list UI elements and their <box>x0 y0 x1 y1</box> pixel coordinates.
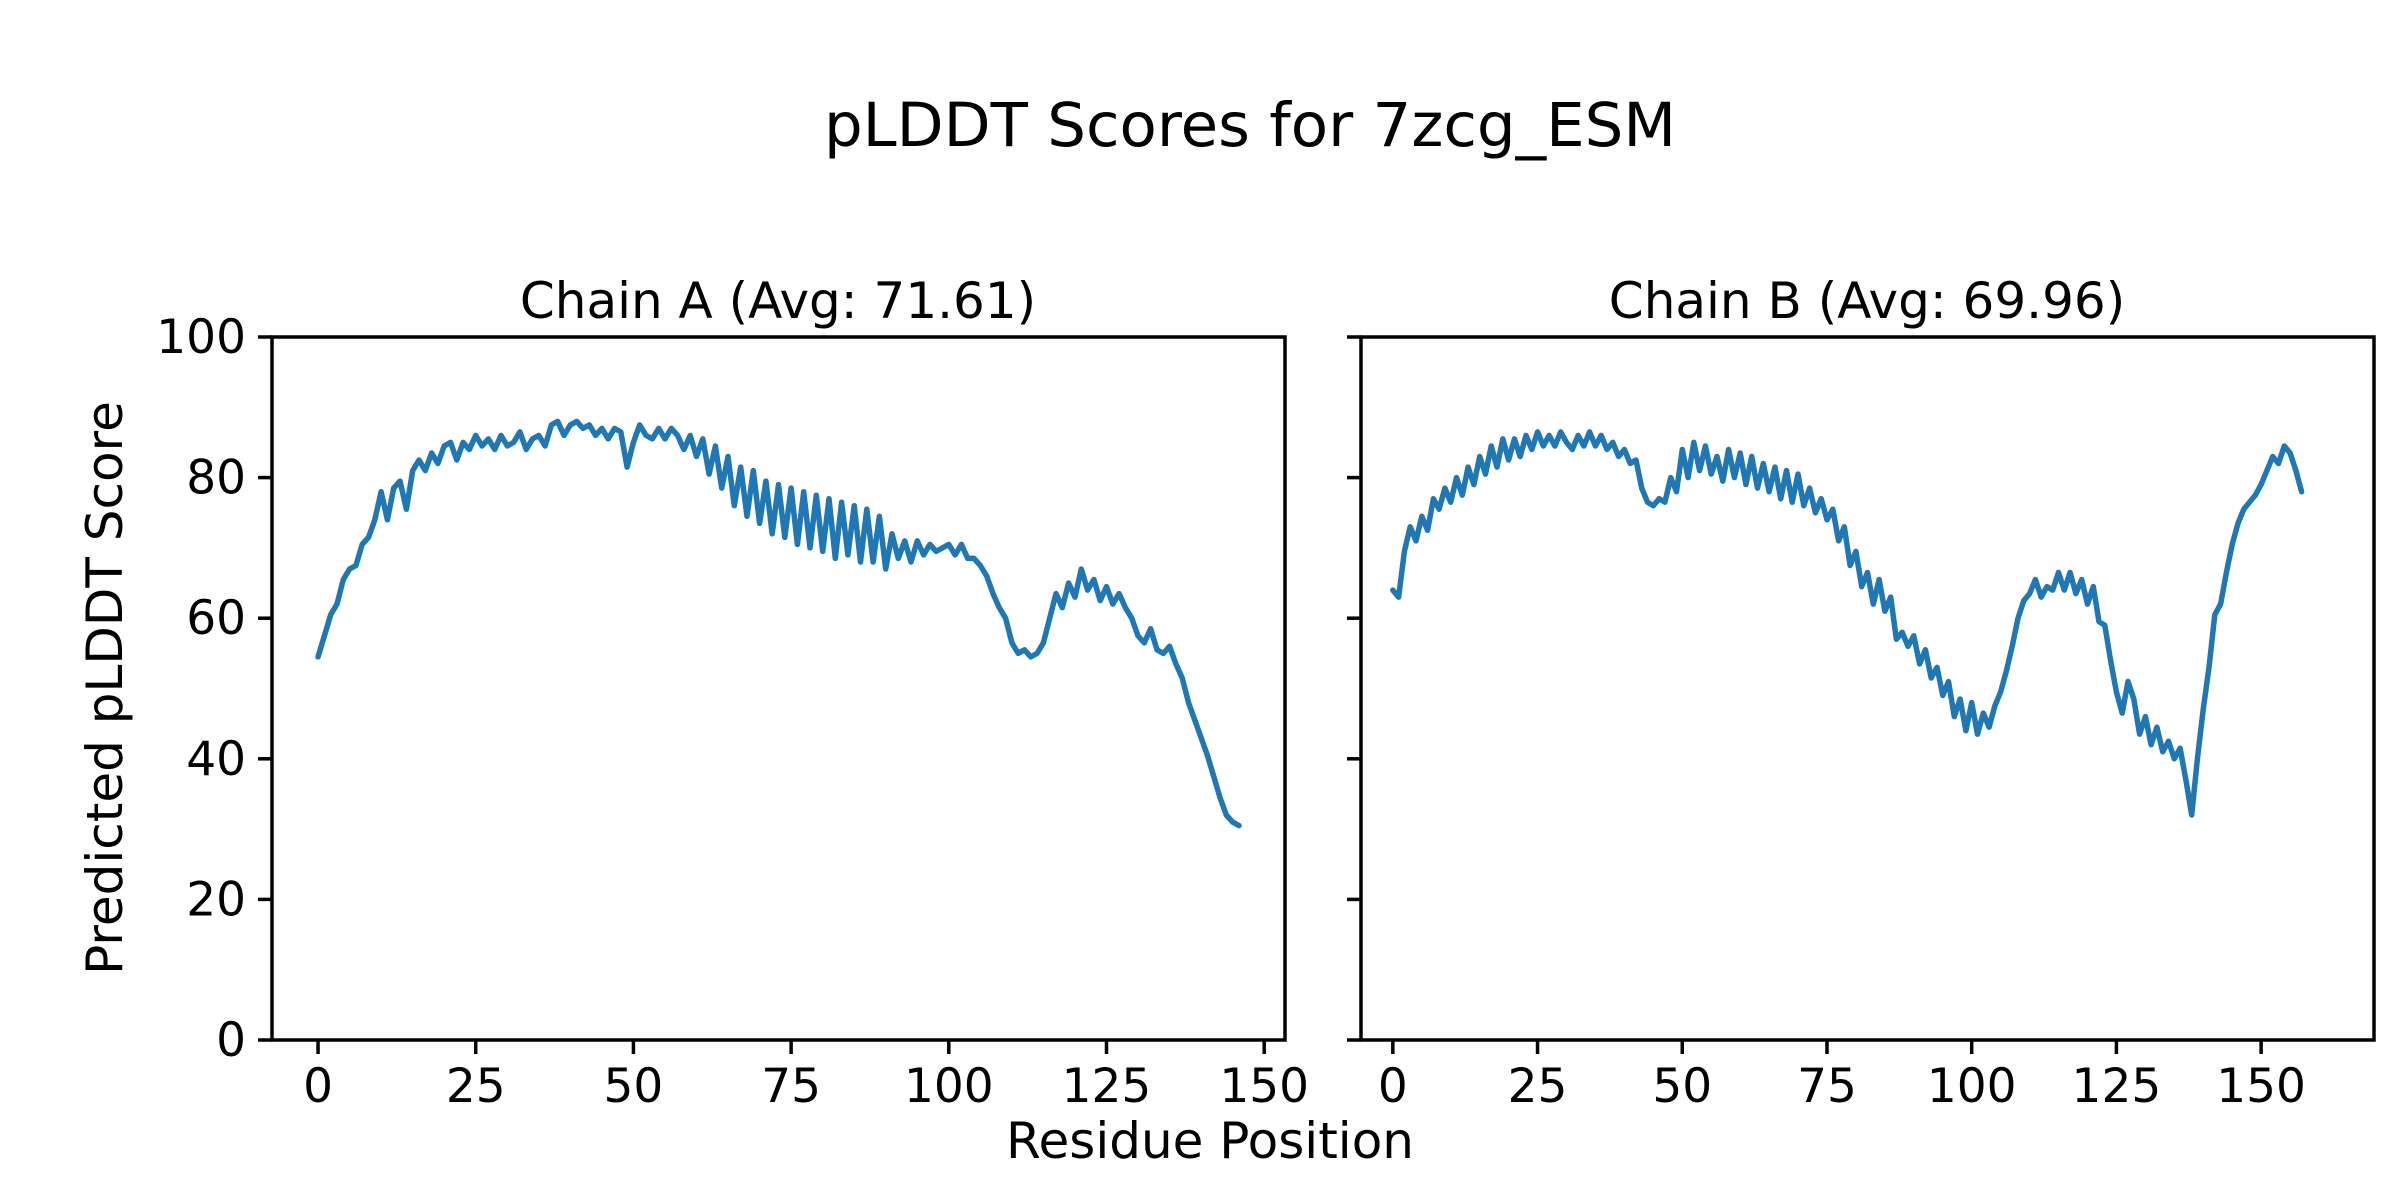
x-tick-label: 0 <box>303 1059 333 1114</box>
y-tick-label: 60 <box>186 591 246 646</box>
x-tick-label: 100 <box>1927 1059 2017 1114</box>
x-tick-label: 25 <box>1508 1059 1568 1114</box>
x-tick-label: 25 <box>446 1059 506 1114</box>
y-tick-label: 40 <box>186 732 246 787</box>
x-axis-label: Residue Position <box>1006 1112 1414 1170</box>
x-tick-label: 75 <box>761 1059 821 1114</box>
y-axis-label: Predicted pLDDT Score <box>76 401 134 975</box>
x-tick-label: 0 <box>1378 1059 1408 1114</box>
x-tick-label: 150 <box>2216 1059 2306 1114</box>
plddt-line-chain-a <box>315 418 1242 829</box>
x-tick-label: 50 <box>1652 1059 1712 1114</box>
x-tick-label: 75 <box>1797 1059 1857 1114</box>
figure-title: pLDDT Scores for 7zcg_ESM <box>824 90 1676 161</box>
subplot-chain-b: Chain B (Avg: 69.96) 0 25 50 75 100 125 150 <box>1347 272 2376 1114</box>
y-tick-label: 100 <box>156 310 246 365</box>
y-tick-label: 20 <box>186 872 246 927</box>
subplot-title-chain-a: Chain A (Avg: 71.61) <box>520 272 1036 330</box>
subplot-chain-a: Chain A (Avg: 71.61) 0 25 50 75 100 125 150 0 20… <box>156 272 1309 1114</box>
x-tick-label: 125 <box>2072 1059 2162 1114</box>
subplot-title-chain-b: Chain B (Avg: 69.96) <box>1609 272 2125 330</box>
x-tick-label: 125 <box>1062 1059 1152 1114</box>
y-tick-label: 0 <box>216 1013 246 1068</box>
plddt-line-chain-b <box>1390 429 2305 818</box>
x-tick-label: 100 <box>904 1059 994 1114</box>
axes-frame <box>270 335 1287 1042</box>
axes-frame <box>1359 335 2376 1042</box>
x-tick-label: 50 <box>604 1059 664 1114</box>
x-tick-label: 150 <box>1219 1059 1309 1114</box>
y-tick-label: 80 <box>186 451 246 506</box>
